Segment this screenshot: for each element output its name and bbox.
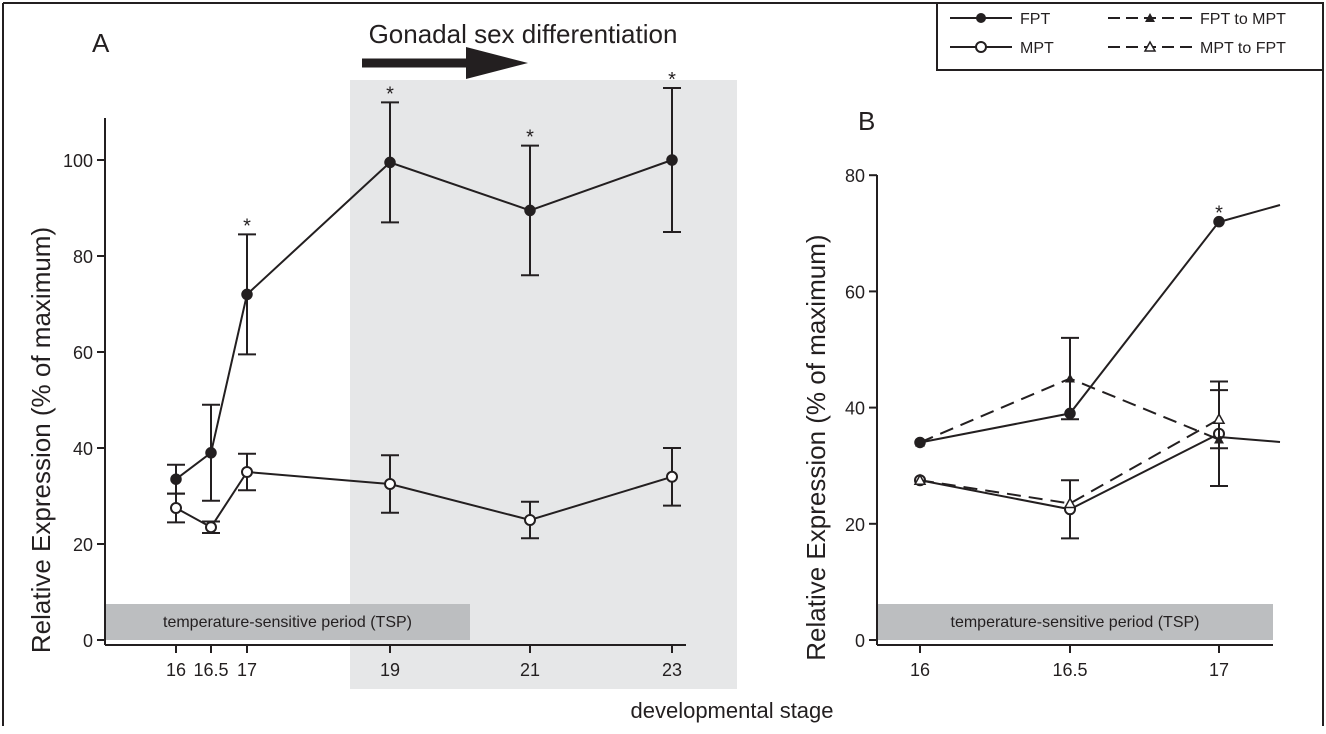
series-line-mpt	[175, 470, 673, 529]
data-point	[1065, 373, 1075, 383]
panel-a-letter: A	[92, 28, 110, 58]
x-tick-label: 21	[520, 660, 540, 680]
data-point	[913, 473, 927, 485]
data-point	[666, 470, 678, 483]
data-point	[915, 437, 925, 447]
x-tick-label: 19	[380, 660, 400, 680]
differentiation-title: Gonadal sex differentiation	[369, 19, 678, 49]
y-tick-label: 100	[63, 151, 93, 171]
data-point	[241, 288, 253, 301]
data-point	[666, 154, 678, 166]
legend-label: MPT to FPT	[1200, 40, 1286, 57]
x-tick-label: 16	[910, 660, 930, 680]
series-line-mpt-extension	[1218, 436, 1281, 443]
data-point	[384, 478, 396, 490]
significance-star: *	[386, 83, 394, 105]
legend-label: FPT to MPT	[1200, 11, 1286, 28]
y-tick-label: 20	[845, 515, 865, 535]
y-tick-label: 20	[73, 535, 93, 555]
significance-star: *	[1215, 203, 1223, 225]
legend-label: FPT	[1020, 11, 1050, 28]
data-point	[524, 514, 536, 526]
data-point	[205, 521, 217, 534]
x-tick-label: 17	[1209, 660, 1229, 680]
tsp-band-a	[105, 604, 470, 640]
data-point	[1063, 496, 1077, 509]
data-point	[241, 466, 253, 478]
data-point	[524, 204, 536, 217]
x-tick-label: 16.5	[1052, 660, 1087, 680]
y-tick-label: 80	[845, 166, 865, 186]
differentiation-shade	[350, 80, 737, 689]
x-tick-label: 16.5	[193, 660, 228, 680]
data-point	[384, 156, 396, 169]
x-tick-label: 23	[662, 660, 682, 680]
panel-a-plot-layer: 0 20 40 60 80 100 16 16.5 17 19 21 23 * * * *	[63, 69, 682, 680]
significance-star: *	[526, 127, 534, 149]
y-tick-label: 60	[845, 282, 865, 302]
y-tick-label: 80	[73, 247, 93, 267]
differentiation-arrow	[362, 47, 528, 79]
x-tick-label: 17	[237, 660, 257, 680]
panel-b-plot-layer: 0 20 40 60 80 16 16.5 17 *	[845, 166, 1281, 680]
legend: FPT MPT FPT to MPT MPT to FPT	[936, 2, 1324, 71]
series-line-mpt-to-fpt	[919, 418, 1220, 505]
y-tick-label: 0	[83, 631, 93, 651]
panel-b-letter: B	[858, 106, 875, 136]
panel-a: A Relative Expression (% of maximum) tem…	[26, 28, 686, 680]
x-tick-label: 16	[166, 660, 186, 680]
legend-marker	[975, 41, 987, 53]
panel-b-tsp-label: temperature-sensitive period (TSP)	[951, 614, 1200, 631]
legend-marker	[976, 13, 986, 23]
panel-a-tsp-label: temperature-sensitive period (TSP)	[163, 614, 412, 631]
data-point	[1212, 412, 1226, 424]
series-line-fpt	[175, 159, 673, 480]
legend-box	[936, 2, 1324, 71]
legend-label: MPT	[1020, 40, 1054, 57]
significance-star: *	[243, 215, 251, 237]
y-tick-label: 60	[73, 343, 93, 363]
x-axis-label: developmental stage	[630, 698, 833, 723]
data-point	[170, 502, 182, 514]
y-tick-label: 40	[845, 399, 865, 419]
tsp-band-b	[877, 604, 1273, 640]
legend-marker	[1145, 13, 1155, 22]
legend-marker	[1143, 40, 1157, 52]
legend-items: FPT MPT FPT to MPT MPT to FPT	[950, 11, 1286, 57]
panel-a-y-label: Relative Expression (% of maximum)	[26, 227, 56, 653]
data-point	[170, 473, 182, 485]
data-point	[205, 447, 217, 459]
y-tick-label: 0	[855, 631, 865, 651]
y-tick-label: 40	[73, 439, 93, 459]
panel-b-y-label: Relative Expression (% of maximum)	[801, 234, 831, 660]
series-line-fpt-extension	[1218, 204, 1281, 223]
panel-b: B Relative Expression (% of maximum) tem…	[801, 106, 1281, 680]
significance-star: *	[668, 69, 676, 91]
